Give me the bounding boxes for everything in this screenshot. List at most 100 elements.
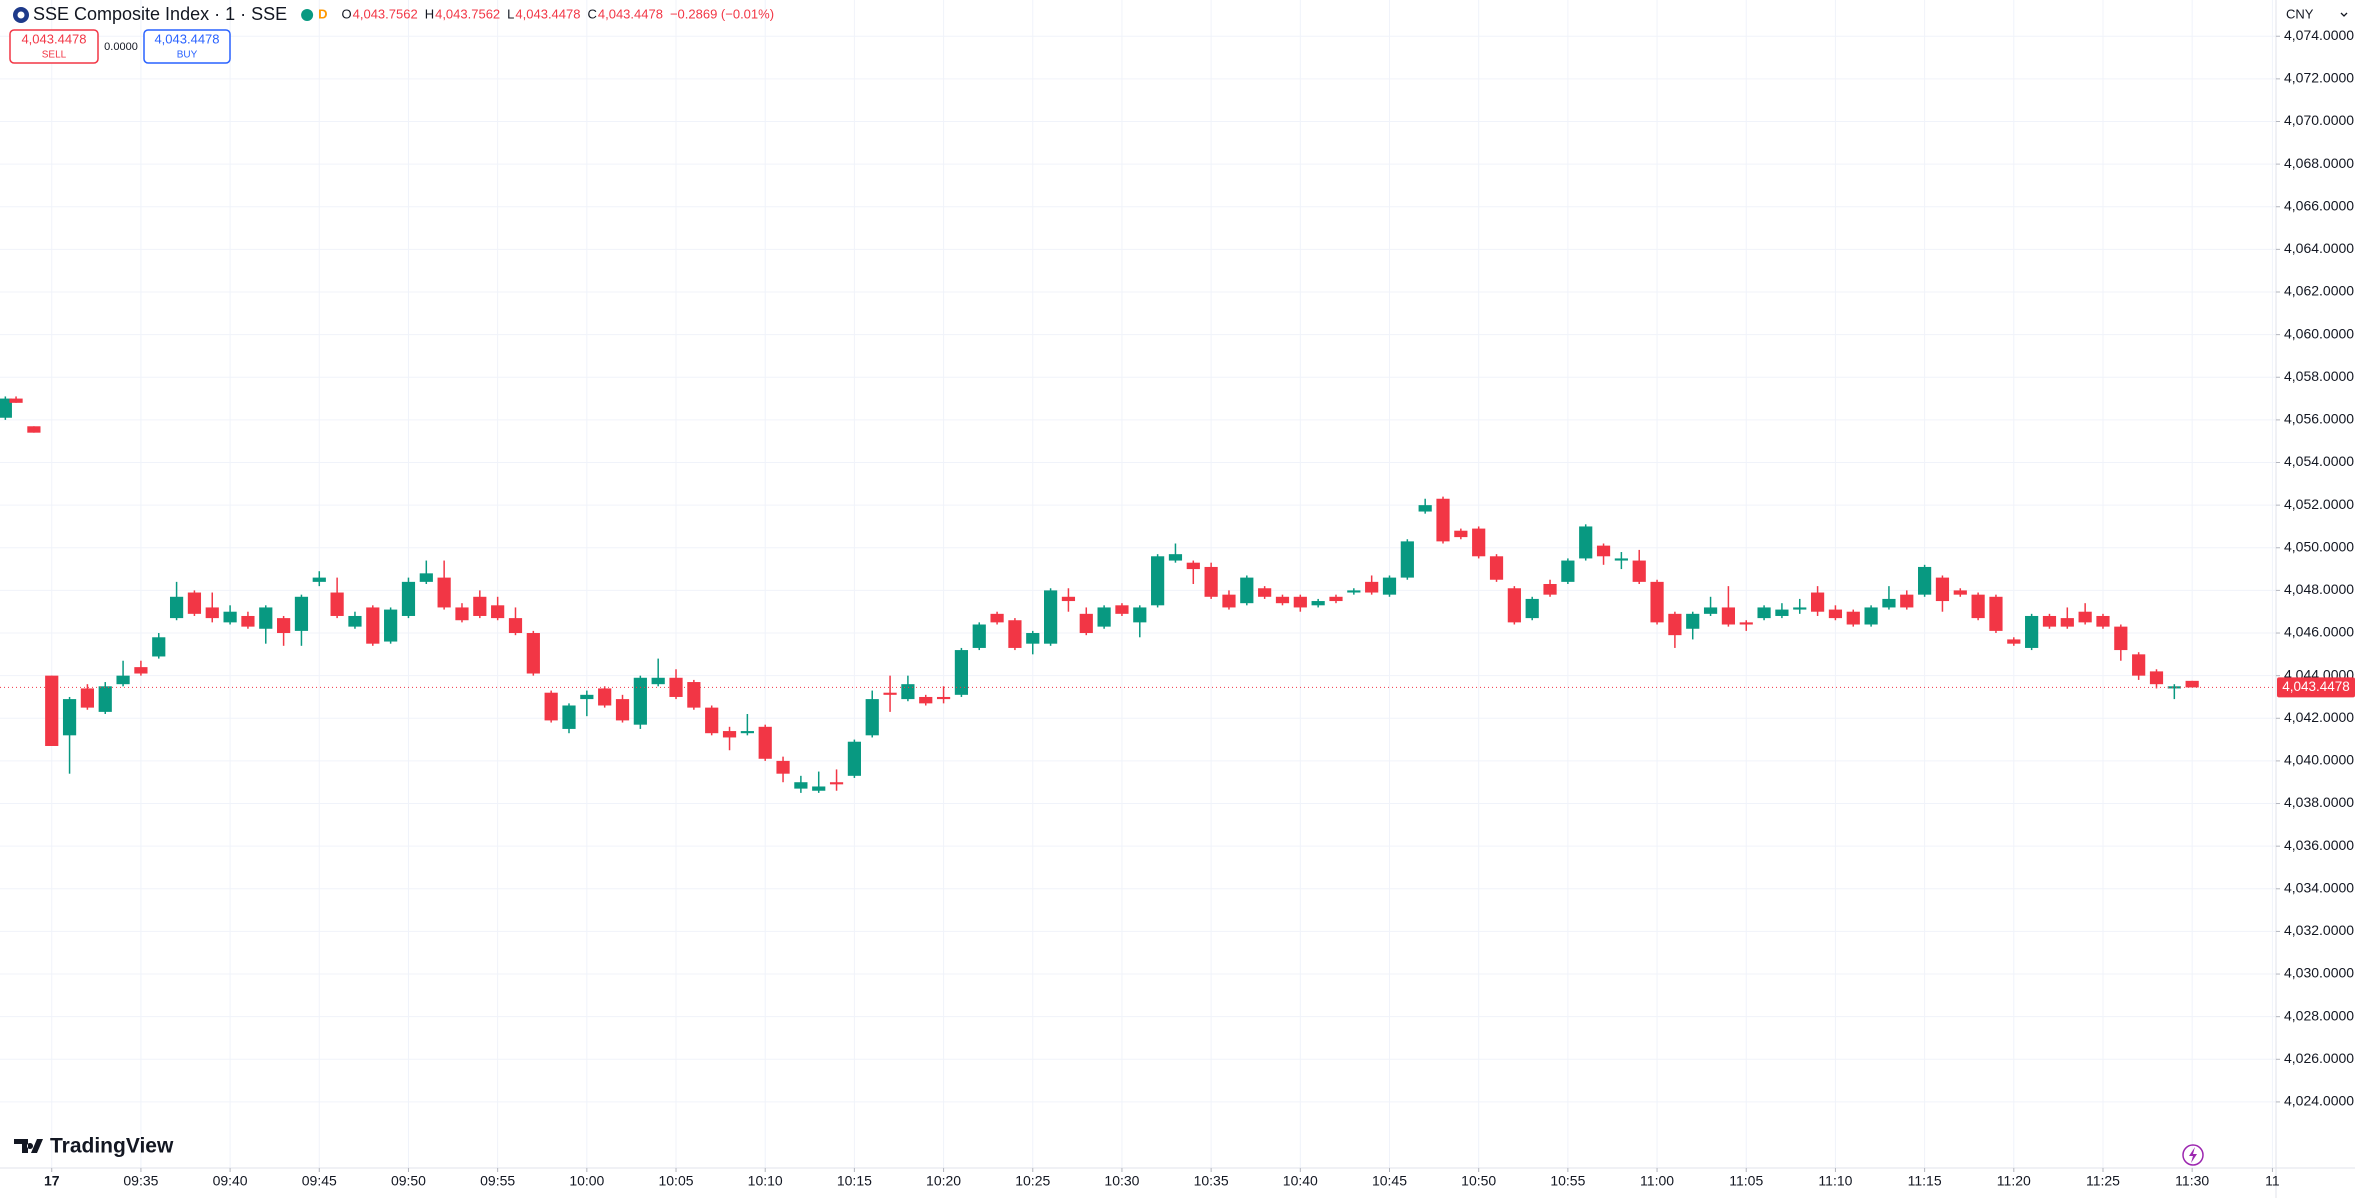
candle-body [294, 596, 309, 631]
candle-body [1329, 596, 1343, 602]
x-tick-label: 11:00 [1640, 1173, 1674, 1189]
currency-dropdown[interactable] [2340, 12, 2348, 17]
y-tick-label: 4,028.0000 [2284, 1007, 2354, 1023]
candle-body [1472, 528, 1486, 557]
x-tick-label: 09:50 [391, 1173, 426, 1189]
overlay: SSE Composite Index · 1 · SSE D O 4,043.7… [9, 4, 2355, 1166]
candle-body [1311, 601, 1325, 606]
buy-price[interactable]: 4,043.4478 [154, 31, 219, 46]
sell-button[interactable] [9, 29, 99, 64]
y-tick-label: 4,048.0000 [2284, 581, 2354, 597]
x-tick-label: 11:10 [1818, 1173, 1852, 1189]
chart-title[interactable]: SSE Composite Index · 1 · SSE [33, 4, 287, 24]
candle-body [776, 760, 790, 774]
candle-body [865, 699, 879, 736]
candle-body [1632, 560, 1646, 582]
x-tick-label: 10:15 [837, 1173, 872, 1189]
candle-body [1828, 609, 1843, 619]
lightning-icon [2189, 1147, 2197, 1163]
candle-body [1079, 613, 1093, 634]
y-tick-label: 4,040.0000 [2284, 752, 2354, 768]
y-tick-label: 4,072.0000 [2284, 70, 2354, 86]
candle-body [1703, 607, 1718, 614]
candle-body [27, 426, 41, 433]
x-tick-label: 11:05 [1729, 1173, 1763, 1189]
x-tick-label: 09:55 [480, 1173, 515, 1189]
interval-badge[interactable]: D [318, 6, 327, 21]
sell-label[interactable]: SELL [42, 50, 67, 61]
candle-body [1721, 607, 1736, 625]
candle-body [1115, 605, 1129, 614]
candle-body [223, 611, 237, 623]
brand-name[interactable]: TradingView [50, 1135, 174, 1158]
candle-body [1668, 613, 1682, 636]
candle-body [1650, 581, 1664, 623]
candle-body [1043, 590, 1058, 644]
candle-body [1864, 607, 1878, 625]
x-tick-label: 11 [2265, 1173, 2280, 1189]
candle-body [2042, 615, 2057, 627]
candle-body [1061, 596, 1076, 602]
sell-price[interactable]: 4,043.4478 [21, 31, 86, 46]
y-tick-label: 4,060.0000 [2284, 325, 2354, 341]
y-tick-label: 4,068.0000 [2284, 155, 2354, 171]
candle-body [829, 782, 844, 785]
y-tick-label: 4,066.0000 [2284, 197, 2354, 213]
buy-button[interactable] [143, 29, 231, 64]
legend-key: H [425, 6, 434, 21]
y-tick-label: 4,030.0000 [2284, 965, 2354, 981]
candle-body [1008, 620, 1022, 648]
candle-body [1293, 596, 1307, 608]
candle-body [1168, 554, 1183, 561]
candle-body [883, 692, 897, 695]
market-status[interactable] [301, 9, 314, 21]
candle-body [1489, 556, 1504, 580]
price-axis-panel [2276, 0, 2355, 1198]
candle-body [722, 731, 737, 738]
ohlc-legend: O 4,043.7562 H 4,043.7562 L 4,043.4478 C 4,043.… [342, 6, 775, 21]
candle-body [901, 684, 915, 700]
lightning-button[interactable] [2182, 1144, 2204, 1166]
candle-body [1365, 581, 1379, 593]
candle-body [1186, 562, 1200, 570]
spread: 0.0000 [104, 41, 138, 53]
candle-body [1222, 594, 1236, 608]
y-tick-label: 4,074.0000 [2284, 27, 2354, 43]
x-tick-label: 11:20 [1997, 1173, 2031, 1189]
candle-body [794, 782, 808, 789]
candle-body [1418, 505, 1432, 512]
candle-body [0, 398, 12, 418]
candle-body [491, 605, 505, 619]
candle-body [2167, 686, 2181, 689]
candle-body [562, 705, 576, 729]
brand-logo[interactable] [14, 1139, 43, 1153]
candle-body [705, 707, 719, 734]
x-tick-label: 10:05 [658, 1173, 693, 1189]
legend-key: O [342, 6, 352, 21]
candle-body [169, 596, 184, 619]
buy-label[interactable]: BUY [177, 50, 198, 61]
candle-body [2149, 671, 2164, 685]
candle-body [1400, 541, 1414, 578]
candle-body [2185, 680, 2199, 688]
candle-body [526, 633, 540, 674]
y-tick-label: 4,036.0000 [2284, 837, 2354, 853]
candle-body [633, 677, 647, 725]
grid [0, 0, 2276, 1168]
candle-body [1918, 566, 1932, 595]
x-tick-label: 11:15 [1908, 1173, 1942, 1189]
y-tick-label: 4,042.0000 [2284, 709, 2354, 725]
currency[interactable]: CNY [2286, 6, 2314, 21]
candle-body [1775, 609, 1789, 616]
candle-body [2132, 654, 2146, 676]
candle-body [312, 577, 326, 582]
x-tick-label: 10:10 [748, 1173, 783, 1189]
candle-body [1882, 598, 1896, 608]
candle-body [1543, 584, 1557, 595]
candle-body [1240, 577, 1254, 604]
candle-body [2078, 611, 2092, 623]
candle-body [1204, 566, 1218, 597]
y-tick-label: 4,070.0000 [2284, 112, 2354, 128]
candle-body [972, 624, 986, 648]
